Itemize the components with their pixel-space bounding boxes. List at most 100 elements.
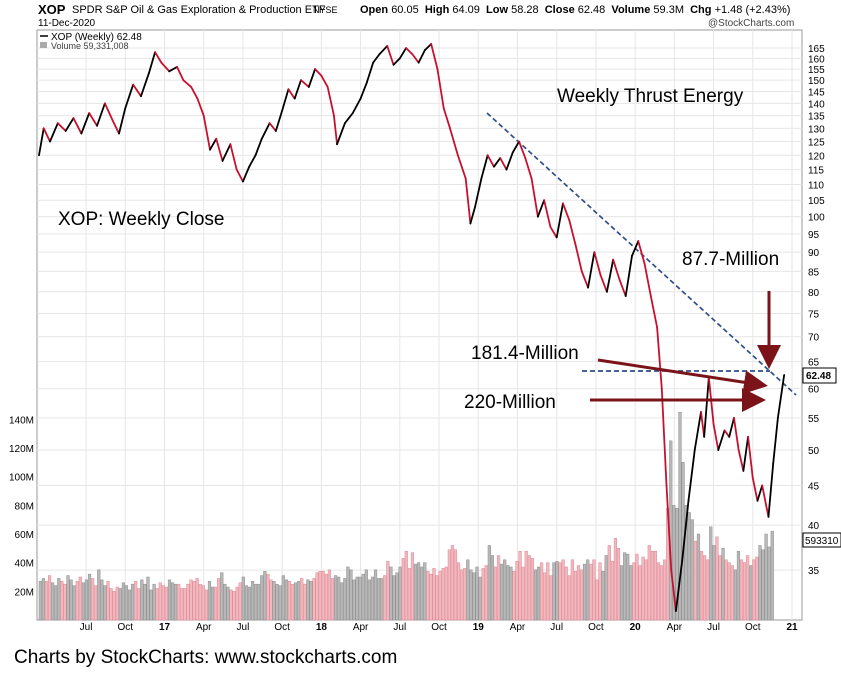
legend: XOP (Weekly) 62.48 Volume 59,331,008 (40, 32, 142, 51)
stockcharts-watermark: @StockCharts.com (708, 18, 795, 29)
price-segment (493, 157, 502, 168)
price-segment (411, 53, 420, 64)
volume-bar (487, 545, 491, 621)
volume-bar (198, 583, 202, 621)
volume-bar (401, 558, 405, 621)
volume-bar (269, 579, 273, 621)
price-tick-label: 40 (808, 521, 820, 532)
volume-bar (309, 581, 313, 621)
chg-value: +1.48 (+2.43%) (714, 4, 791, 16)
low-label: Low (486, 4, 509, 16)
price-segment (281, 88, 290, 112)
volume-bar (699, 550, 704, 621)
volume-bar (589, 563, 593, 621)
volume-bar (466, 559, 470, 621)
high-value: 64.09 (452, 4, 480, 16)
price-segment (469, 205, 477, 225)
volume-bar (718, 555, 722, 621)
volume-bar (290, 583, 295, 621)
price-segment (712, 423, 720, 451)
volume-bar (583, 563, 587, 621)
volume-bar (524, 550, 528, 621)
volume-bar (97, 569, 101, 621)
price-segment (398, 47, 407, 60)
volume-bar (254, 583, 258, 621)
volume-bar (81, 582, 85, 621)
volume-bar (709, 526, 713, 621)
time-tick-label: 19 (473, 622, 485, 633)
volume-bar (41, 578, 46, 621)
price-segment (202, 114, 211, 151)
price-tick-label: 55 (808, 414, 820, 425)
exchange: NYSE (313, 5, 338, 15)
volume-bar (167, 579, 172, 621)
time-tick-label: Apr (510, 622, 526, 633)
volume-bar (687, 512, 691, 621)
volume-bar (54, 585, 58, 621)
volume-bar (247, 586, 252, 621)
price-segment (326, 86, 335, 117)
volume-bar (610, 560, 614, 621)
time-tick-label: Oct (431, 622, 447, 633)
price-tick-label: 75 (808, 310, 820, 321)
last-volume-label: 593310 (805, 536, 839, 547)
price-segment (751, 477, 759, 502)
volume-bar (192, 581, 196, 621)
price-segment (365, 61, 375, 84)
volume-bar (250, 581, 255, 621)
volume-bar (340, 582, 344, 621)
ohlc-summary: Open 60.05 High 64.09 Low 58.28 Close 62… (360, 4, 790, 16)
volume-bar (616, 548, 621, 621)
volume-bar (475, 566, 479, 621)
volume-bar (315, 572, 319, 621)
volume-bar (112, 591, 116, 621)
time-tick-label: Oct (274, 622, 290, 633)
price-segment (242, 165, 251, 183)
volume-bar (287, 581, 292, 621)
volume-bar (613, 538, 618, 621)
date: 11-Dec-2020 (38, 18, 96, 29)
volume-bar (715, 536, 719, 621)
volume-bar (696, 533, 701, 621)
volume-bar (226, 586, 230, 621)
volume-tick-label: 120M (9, 444, 34, 455)
volume-bar (420, 566, 424, 621)
volume-bar (521, 566, 525, 621)
price-segment (64, 117, 75, 132)
price-segment (505, 151, 514, 171)
volume-tick-label: 80M (15, 501, 34, 512)
volume-bar (367, 579, 371, 621)
volume-bar (739, 559, 744, 621)
price-tick-label: 65 (808, 358, 820, 369)
volume-bar (503, 559, 507, 621)
price-tick-label: 160 (808, 54, 825, 65)
volume-bar (170, 582, 175, 621)
volume-bar (324, 573, 328, 621)
price-segment (530, 177, 539, 218)
price-segment (229, 143, 238, 171)
price-tick-label: 60 (808, 385, 820, 396)
price-tick-label: 105 (808, 196, 825, 207)
volume-bar (623, 552, 627, 621)
price-segment (307, 68, 317, 88)
volume-bar (447, 549, 451, 621)
volume-bar (595, 579, 599, 621)
time-tick-label: Oct (745, 622, 761, 633)
volume-bar (51, 582, 55, 621)
volume-bar (318, 571, 322, 621)
volume-bar (638, 565, 642, 621)
price-segment (618, 278, 627, 297)
price-tick-label: 80 (808, 288, 820, 299)
volume-bar (377, 578, 381, 621)
price-series (38, 43, 786, 612)
volume-bar (413, 563, 418, 621)
volume-bar (131, 583, 135, 621)
price-segment (665, 484, 673, 572)
volume-bar (343, 578, 347, 621)
volume-bar (109, 588, 113, 621)
volume-bar (284, 579, 288, 621)
volume-bar (78, 576, 82, 621)
volume-bar (201, 585, 205, 621)
price-segment (344, 112, 354, 125)
